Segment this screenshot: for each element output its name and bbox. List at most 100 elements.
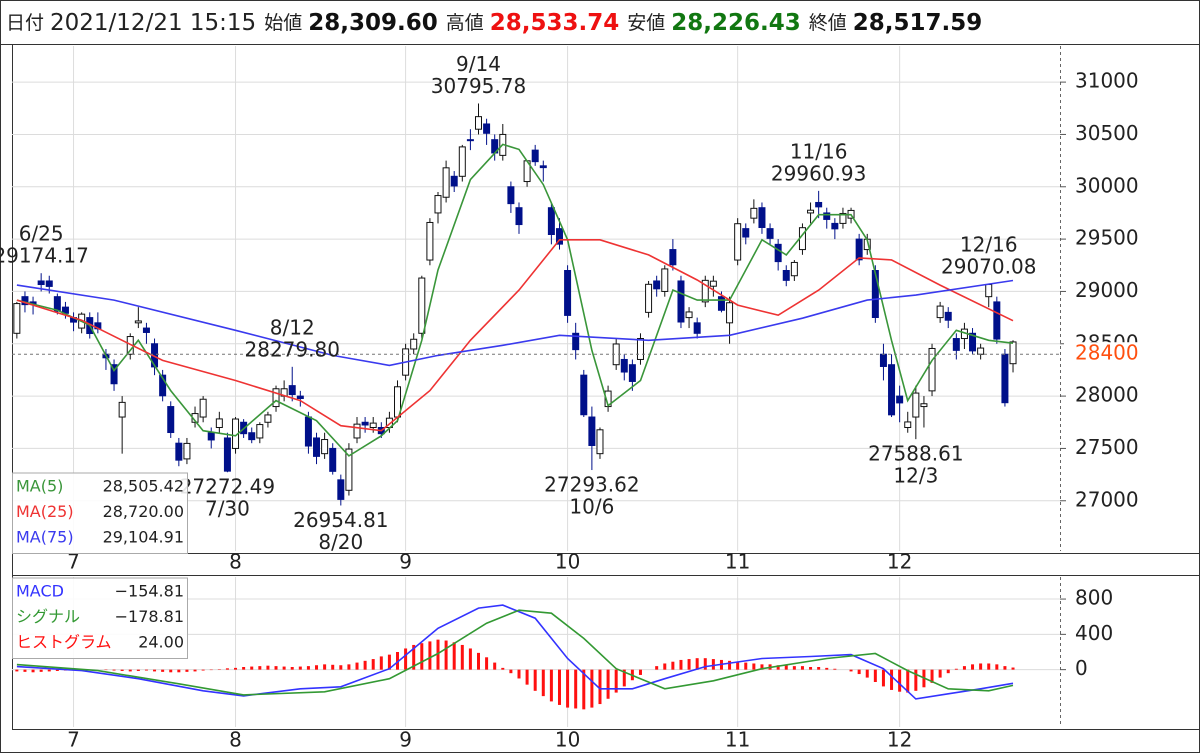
- legend-value: 28,720.00: [103, 502, 184, 521]
- legend-name: MA(5): [16, 477, 63, 496]
- candle-body: [596, 429, 604, 455]
- histogram-bar: [396, 652, 400, 670]
- histogram-bar: [792, 666, 796, 670]
- histogram-bar: [979, 663, 983, 670]
- candle-body: [167, 406, 175, 434]
- candle-body: [256, 424, 264, 439]
- histogram-bar: [533, 669, 537, 691]
- annotation-value: 29174.17: [0, 244, 89, 268]
- histogram-bar: [881, 669, 885, 687]
- legend-name: ヒストグラム: [16, 633, 112, 652]
- histogram-bar: [193, 669, 197, 672]
- legend-box: [12, 472, 188, 554]
- candle-body: [45, 280, 53, 287]
- histogram-bar: [476, 652, 480, 670]
- y-tick-label: 29000: [1075, 278, 1139, 302]
- candle-body: [329, 447, 337, 472]
- histogram-bar: [582, 669, 586, 710]
- candle-body: [685, 311, 693, 319]
- histogram-bar: [1003, 666, 1007, 670]
- histogram-bar: [549, 669, 553, 702]
- annotation-value: 27293.62: [544, 473, 639, 497]
- histogram-bar: [971, 664, 975, 670]
- histogram-bar: [574, 669, 578, 709]
- histogram-bar: [468, 648, 472, 670]
- histogram-bar: [857, 669, 861, 675]
- histogram-bar: [517, 669, 521, 679]
- histogram-bar: [306, 666, 310, 670]
- candle-body: [969, 332, 977, 352]
- annotation-date: 12/3: [893, 464, 938, 488]
- x-tick-label: 10: [555, 728, 580, 752]
- legend-value: −154.81: [115, 582, 184, 601]
- candle-body: [912, 392, 920, 418]
- histogram-bar: [606, 669, 610, 699]
- histogram-bar: [590, 669, 594, 708]
- annotation-value: 28279.80: [245, 337, 340, 361]
- histogram-bar: [541, 669, 545, 697]
- y-tick-label: 29500: [1075, 226, 1139, 250]
- legend-box: [12, 577, 188, 659]
- histogram-bar: [995, 664, 999, 670]
- candle-body: [564, 270, 572, 316]
- candle-body: [466, 139, 474, 142]
- histogram-bar: [355, 662, 359, 670]
- histogram-bar: [817, 667, 821, 670]
- candle-body: [450, 175, 458, 187]
- candle-body: [888, 364, 896, 416]
- candle-body: [142, 327, 150, 333]
- header-label: 始値: [264, 12, 302, 34]
- histogram-bar: [687, 659, 691, 670]
- candle-body: [304, 416, 312, 447]
- y-tick-label: 27500: [1075, 435, 1139, 459]
- x-tick-label: 11: [725, 728, 750, 752]
- candle-body: [1001, 353, 1009, 404]
- histogram-bar: [39, 669, 43, 672]
- histogram-bar: [865, 669, 869, 678]
- candle-body: [839, 212, 847, 224]
- candle-body: [717, 296, 725, 311]
- histogram-bar: [436, 639, 440, 670]
- histogram-bar: [1011, 667, 1015, 670]
- candle-body: [369, 422, 377, 428]
- histogram-bar: [566, 669, 570, 708]
- histogram-bar: [695, 658, 699, 670]
- candle-body: [701, 279, 709, 303]
- candle-body: [110, 364, 118, 385]
- header-value: 28,533.74: [490, 10, 620, 36]
- histogram-bar: [809, 667, 813, 670]
- header-label: 高値: [446, 12, 484, 34]
- legend-value: 29,104.91: [103, 528, 184, 547]
- candle-body: [936, 305, 944, 319]
- candle-body: [118, 401, 126, 418]
- histogram-bar: [444, 640, 448, 670]
- annotation-date: 6/25: [19, 222, 64, 246]
- annotation-value: 29960.93: [771, 161, 866, 185]
- line-series: [16, 609, 1014, 696]
- candle-body: [483, 123, 491, 134]
- candle-body: [904, 421, 912, 428]
- histogram-bar: [671, 661, 675, 670]
- candle-body: [879, 353, 887, 367]
- candle-body: [790, 261, 798, 277]
- x-tick-label: 9: [399, 728, 412, 752]
- candle-body: [896, 395, 904, 404]
- candle-body: [985, 284, 993, 298]
- candle-body: [53, 296, 61, 312]
- candle-body: [807, 209, 815, 214]
- histogram-bar: [744, 662, 748, 670]
- header-value: 28,517.59: [853, 10, 983, 36]
- histogram-bar: [452, 642, 456, 670]
- histogram-bar: [379, 656, 383, 670]
- histogram-bar: [144, 669, 148, 671]
- candle-body: [531, 149, 539, 163]
- candle-body: [977, 347, 985, 355]
- candle-body: [766, 228, 774, 239]
- y-tick-label: 800: [1075, 586, 1113, 610]
- line-series: [16, 143, 1014, 457]
- histogram-bar: [800, 666, 804, 670]
- x-tick-label: 12: [887, 550, 912, 574]
- histogram-bar: [825, 667, 829, 670]
- histogram-bar: [655, 666, 659, 670]
